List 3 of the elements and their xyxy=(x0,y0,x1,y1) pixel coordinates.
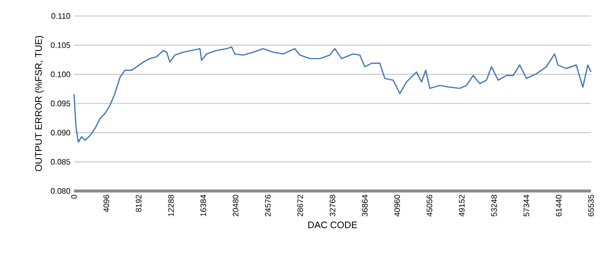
x-axis-title: DAC CODE xyxy=(308,222,358,228)
line-series xyxy=(73,46,592,143)
y-axis-title: OUTPUT ERROR (%FSR, TUE) xyxy=(34,36,44,172)
